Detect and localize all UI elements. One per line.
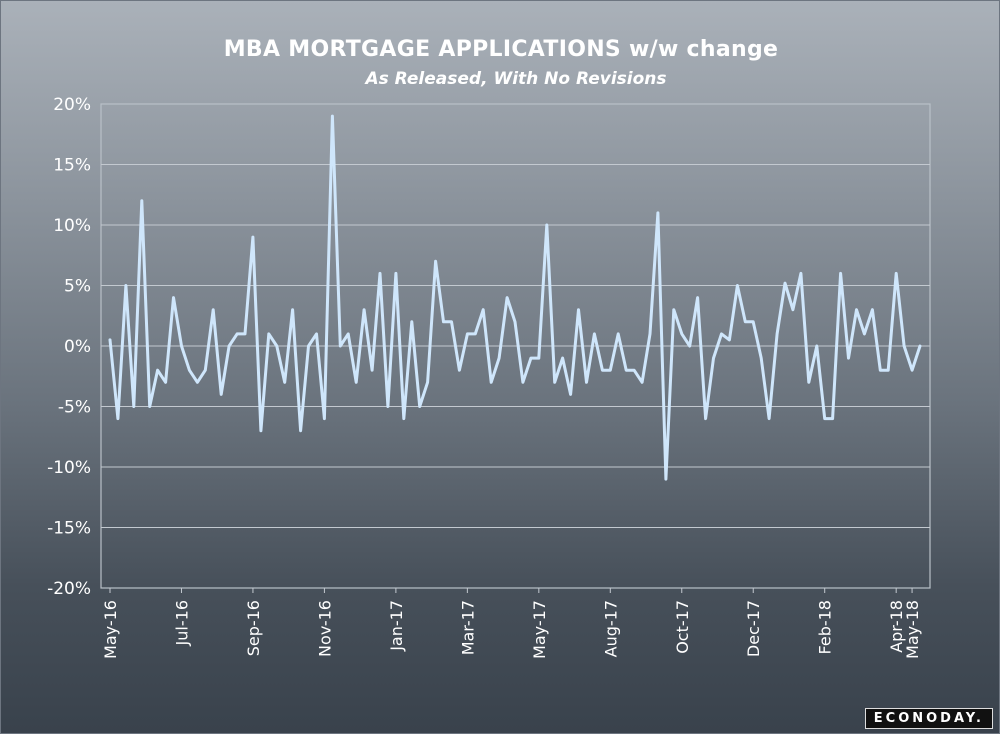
- y-tick-label: 5%: [64, 277, 91, 297]
- y-tick-label: 20%: [53, 95, 91, 115]
- x-tick-label: Dec-17: [744, 600, 763, 657]
- x-tick-label: Oct-17: [673, 600, 692, 654]
- x-tick-label: May-18: [903, 600, 922, 659]
- x-tick-label: May-17: [530, 600, 549, 659]
- chart-subtitle: As Released, With No Revisions: [365, 69, 667, 89]
- x-tick-label: Sep-16: [244, 600, 263, 656]
- x-tick-label: Apr-18: [887, 600, 906, 653]
- y-tick-label: 10%: [53, 216, 91, 236]
- y-tick-label: 0%: [64, 337, 91, 357]
- x-tick-label: Mar-17: [458, 600, 477, 655]
- x-tick-label: Feb-18: [816, 600, 835, 654]
- series-line: [108, 114, 922, 481]
- y-tick-label: -5%: [58, 398, 91, 418]
- x-tick-label: Jan-17: [387, 600, 406, 652]
- x-tick-label: Jul-16: [172, 600, 191, 646]
- chart-title: MBA MORTGAGE APPLICATIONS w/w change: [223, 37, 779, 62]
- x-tick-label: May-16: [101, 600, 120, 659]
- x-tick-label: Aug-17: [601, 600, 620, 657]
- y-tick-label: 15%: [53, 156, 91, 176]
- y-tick-label: -10%: [47, 458, 91, 478]
- y-tick-label: -15%: [47, 519, 91, 539]
- econoday-logo: ECONODAY.: [864, 708, 993, 729]
- y-tick-label: -20%: [47, 579, 91, 599]
- x-tick-label: Nov-16: [315, 600, 334, 657]
